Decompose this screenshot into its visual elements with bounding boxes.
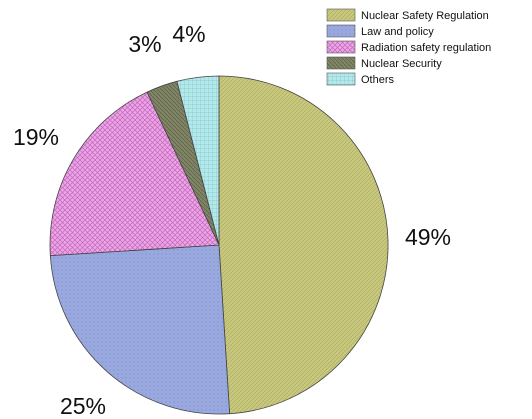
pie-value-label: 49% xyxy=(405,224,451,250)
pie-slice-radiation-safety-regulation xyxy=(49,91,220,257)
legend-swatch xyxy=(326,24,356,38)
legend-swatch xyxy=(326,56,356,70)
pie-slice-law-and-policy xyxy=(49,244,231,415)
legend-label: Nuclear Safety Regulation xyxy=(361,10,489,22)
pie-value-label: 19% xyxy=(13,124,59,150)
legend-label: Law and policy xyxy=(361,26,434,38)
pie-slice-others xyxy=(176,75,220,246)
legend-label: Radiation safety regulation xyxy=(361,42,491,54)
legend: Nuclear Safety Regulation Law and policy R… xyxy=(326,8,491,86)
pie-slice-nuclear-safety-regulation xyxy=(218,75,389,415)
legend-swatch xyxy=(326,8,356,22)
pie-value-label: 3% xyxy=(128,31,161,57)
legend-swatch xyxy=(326,40,356,54)
legend-swatch xyxy=(326,72,356,86)
legend-label: Others xyxy=(361,74,395,86)
pie-value-label: 25% xyxy=(60,393,106,419)
pie-value-labels: 49% 25% 19% 3% 4% xyxy=(13,21,451,419)
pie-value-label: 4% xyxy=(172,21,205,47)
legend-label: Nuclear Security xyxy=(361,58,442,70)
pie-slices xyxy=(49,75,389,415)
